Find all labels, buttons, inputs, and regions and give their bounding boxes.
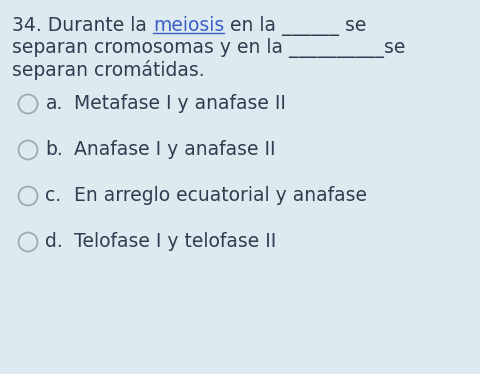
Text: Telofase I y telofase II: Telofase I y telofase II (73, 232, 276, 251)
Text: a.: a. (46, 94, 63, 113)
Text: en la ______ se: en la ______ se (224, 16, 367, 36)
Circle shape (19, 233, 37, 251)
Text: En arreglo ecuatorial y anafase: En arreglo ecuatorial y anafase (73, 186, 367, 205)
Circle shape (19, 141, 37, 159)
Text: b.: b. (46, 140, 63, 159)
Text: separan cromosomas y en la __________se: separan cromosomas y en la __________se (12, 38, 406, 58)
Text: Anafase I y anafase II: Anafase I y anafase II (73, 140, 275, 159)
Text: separan cromátidas.: separan cromátidas. (12, 60, 204, 80)
Text: d.: d. (46, 232, 63, 251)
Circle shape (19, 187, 37, 205)
Text: Metafase I y anafase II: Metafase I y anafase II (73, 94, 286, 113)
Text: 34. Durante la: 34. Durante la (12, 16, 153, 35)
Circle shape (19, 95, 37, 113)
Text: c.: c. (46, 186, 61, 205)
Text: meiosis: meiosis (153, 16, 224, 35)
